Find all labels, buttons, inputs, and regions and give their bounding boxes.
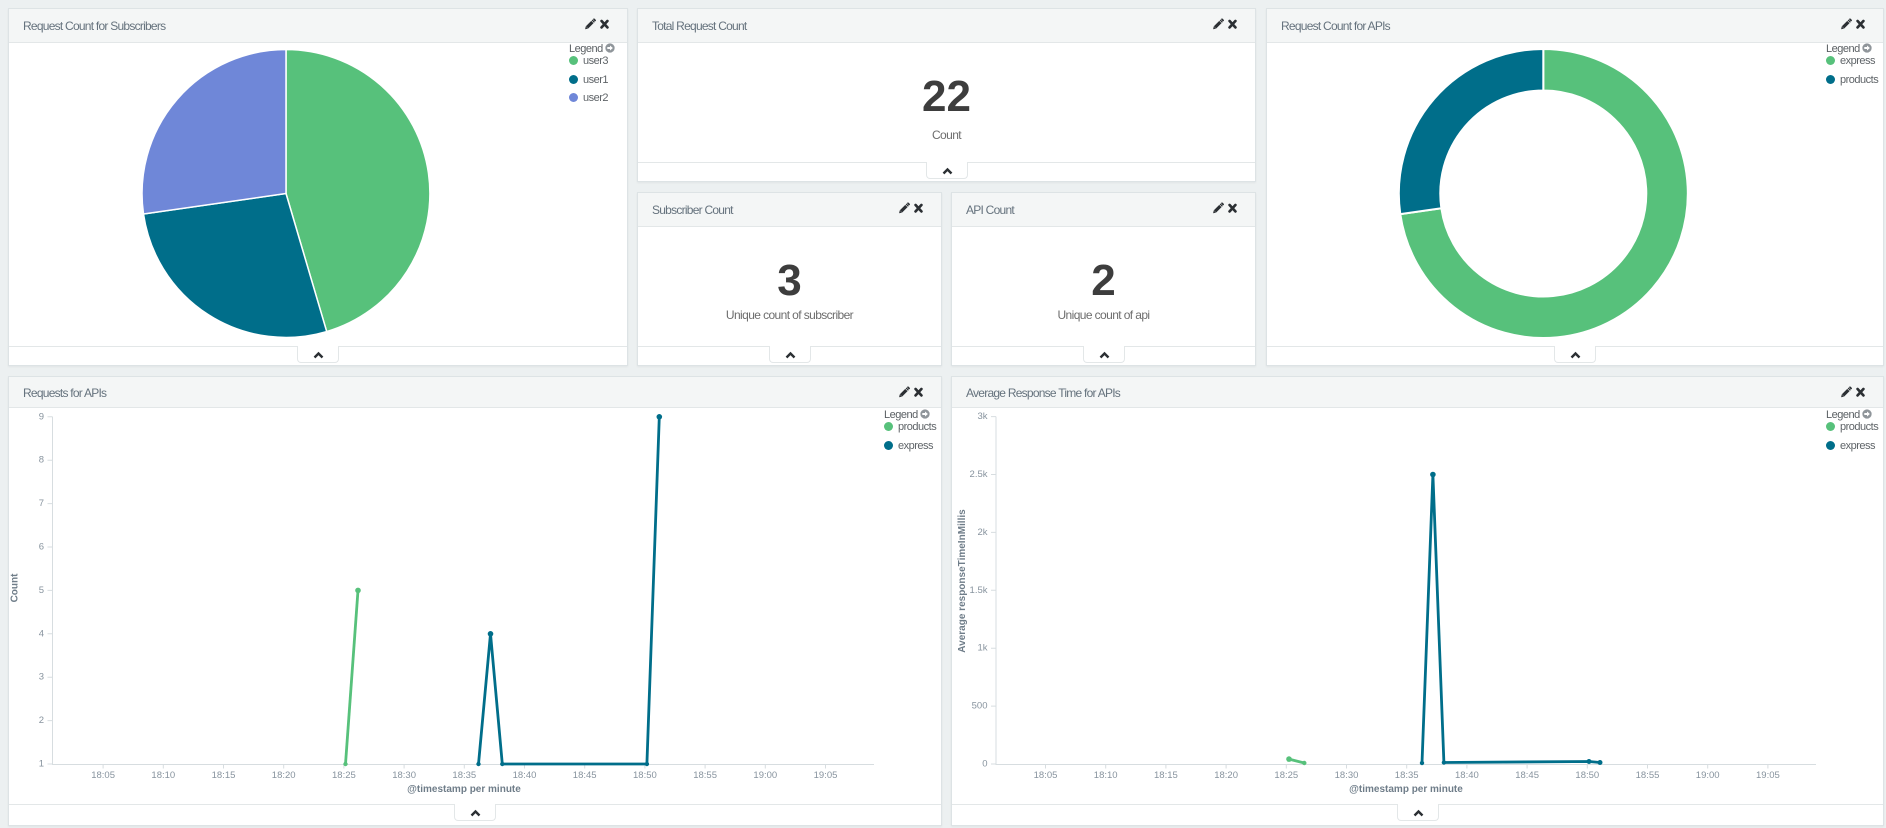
svg-text:18:15: 18:15	[1154, 770, 1178, 781]
svg-text:@timestamp per minute: @timestamp per minute	[1349, 784, 1463, 795]
svg-text:3: 3	[39, 672, 44, 683]
svg-text:19:00: 19:00	[753, 770, 777, 781]
svg-text:7: 7	[39, 498, 44, 509]
svg-text:18:55: 18:55	[693, 770, 717, 781]
svg-text:6: 6	[39, 542, 44, 553]
svg-text:1.5k: 1.5k	[970, 585, 988, 596]
svg-text:19:05: 19:05	[814, 770, 838, 781]
svg-text:18:40: 18:40	[513, 770, 537, 781]
svg-text:18:25: 18:25	[332, 770, 356, 781]
svg-text:18:45: 18:45	[1515, 770, 1539, 781]
svg-text:18:10: 18:10	[1094, 770, 1118, 781]
svg-text:18:35: 18:35	[1395, 770, 1419, 781]
svg-text:18:50: 18:50	[633, 770, 657, 781]
svg-text:3k: 3k	[977, 411, 987, 422]
svg-text:Average responseTimeInMillis: Average responseTimeInMillis	[957, 509, 968, 653]
svg-text:19:00: 19:00	[1696, 770, 1720, 781]
svg-text:18:25: 18:25	[1274, 770, 1298, 781]
svg-text:500: 500	[972, 701, 988, 712]
svg-text:1: 1	[39, 759, 44, 770]
svg-text:1k: 1k	[977, 643, 987, 654]
svg-text:2k: 2k	[977, 527, 987, 538]
svg-text:@timestamp per minute: @timestamp per minute	[407, 784, 521, 795]
svg-text:18:15: 18:15	[212, 770, 236, 781]
svg-text:18:40: 18:40	[1455, 770, 1479, 781]
svg-text:18:45: 18:45	[573, 770, 597, 781]
svg-text:18:35: 18:35	[452, 770, 476, 781]
svg-text:0: 0	[982, 759, 987, 770]
svg-text:8: 8	[39, 455, 44, 466]
svg-text:18:50: 18:50	[1575, 770, 1599, 781]
svg-text:18:20: 18:20	[272, 770, 296, 781]
svg-text:18:10: 18:10	[151, 770, 175, 781]
svg-text:18:55: 18:55	[1636, 770, 1660, 781]
svg-text:2.5k: 2.5k	[970, 469, 988, 480]
svg-text:5: 5	[39, 585, 44, 596]
svg-text:18:05: 18:05	[91, 770, 115, 781]
svg-text:18:30: 18:30	[1335, 770, 1359, 781]
svg-text:Count: Count	[9, 573, 20, 603]
svg-text:4: 4	[39, 628, 44, 639]
svg-text:18:30: 18:30	[392, 770, 416, 781]
svg-text:2: 2	[39, 715, 44, 726]
svg-text:18:05: 18:05	[1034, 770, 1058, 781]
svg-text:18:20: 18:20	[1214, 770, 1238, 781]
svg-text:9: 9	[39, 411, 44, 422]
svg-text:19:05: 19:05	[1756, 770, 1780, 781]
